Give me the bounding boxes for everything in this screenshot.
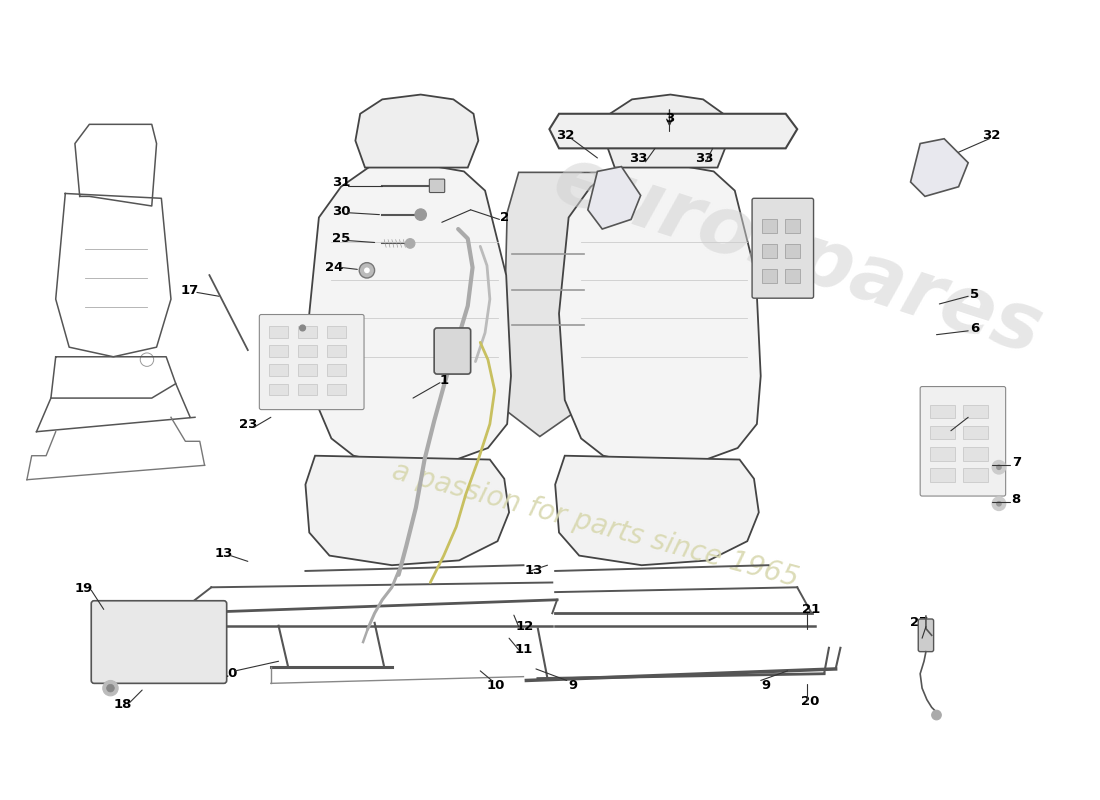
Text: 32: 32 — [982, 130, 1000, 142]
Text: 27: 27 — [910, 616, 928, 630]
Bar — [268, 346, 288, 357]
Bar — [268, 326, 288, 338]
Polygon shape — [559, 162, 761, 466]
Circle shape — [364, 267, 370, 274]
Text: 18: 18 — [113, 698, 132, 711]
Text: 21: 21 — [802, 603, 820, 616]
Text: 13: 13 — [525, 565, 543, 578]
Text: 11: 11 — [515, 643, 532, 656]
Bar — [298, 326, 317, 338]
Polygon shape — [306, 456, 509, 566]
Circle shape — [996, 501, 1002, 506]
Text: 7: 7 — [1012, 456, 1021, 469]
Bar — [298, 384, 317, 395]
Polygon shape — [355, 94, 478, 167]
Text: 9: 9 — [568, 678, 578, 692]
Bar — [327, 384, 345, 395]
Text: 9: 9 — [761, 678, 770, 692]
Text: 33: 33 — [695, 153, 713, 166]
Text: 25: 25 — [332, 232, 350, 245]
Polygon shape — [587, 166, 640, 229]
Bar — [930, 447, 955, 461]
Circle shape — [992, 497, 1005, 510]
Circle shape — [415, 209, 427, 220]
Bar — [930, 405, 955, 418]
FancyBboxPatch shape — [434, 328, 471, 374]
Bar — [930, 426, 955, 439]
Text: 13: 13 — [214, 547, 233, 560]
FancyBboxPatch shape — [918, 619, 934, 652]
Text: 20: 20 — [802, 695, 820, 708]
Bar — [761, 244, 777, 258]
Circle shape — [360, 262, 375, 278]
Bar — [298, 365, 317, 376]
Bar — [298, 346, 317, 357]
Polygon shape — [605, 94, 728, 167]
Polygon shape — [309, 162, 512, 466]
Text: 2: 2 — [499, 211, 509, 224]
FancyBboxPatch shape — [752, 198, 814, 298]
Polygon shape — [549, 114, 798, 148]
Text: 12: 12 — [515, 620, 534, 633]
Text: 6: 6 — [970, 322, 979, 335]
Circle shape — [996, 464, 1002, 470]
Circle shape — [992, 461, 1005, 474]
Circle shape — [102, 681, 118, 696]
Polygon shape — [503, 172, 603, 437]
Circle shape — [405, 238, 415, 248]
Bar — [964, 405, 989, 418]
FancyBboxPatch shape — [91, 601, 227, 683]
Bar — [761, 270, 777, 283]
Text: 30: 30 — [332, 206, 350, 218]
Text: 3: 3 — [664, 112, 674, 125]
FancyBboxPatch shape — [260, 314, 364, 410]
Bar — [268, 384, 288, 395]
Bar — [761, 219, 777, 233]
Text: 1: 1 — [439, 374, 449, 387]
Text: 31: 31 — [332, 177, 350, 190]
Bar — [327, 326, 345, 338]
Text: 10: 10 — [219, 667, 238, 680]
Bar — [964, 426, 989, 439]
FancyBboxPatch shape — [921, 386, 1005, 496]
Bar — [930, 468, 955, 482]
Text: eurospares: eurospares — [543, 140, 1052, 372]
Text: 22: 22 — [962, 408, 981, 421]
Polygon shape — [556, 456, 759, 566]
Text: 33: 33 — [629, 153, 648, 166]
Text: 17: 17 — [182, 284, 199, 297]
Bar — [784, 244, 800, 258]
Bar — [964, 447, 989, 461]
Bar — [784, 270, 800, 283]
Text: 8: 8 — [1012, 494, 1021, 506]
Bar — [268, 365, 288, 376]
Bar — [327, 365, 345, 376]
Circle shape — [107, 684, 114, 692]
Text: a passion for parts since 1965: a passion for parts since 1965 — [389, 457, 802, 593]
Text: 23: 23 — [239, 418, 257, 431]
Text: 24: 24 — [326, 261, 343, 274]
Circle shape — [932, 710, 942, 720]
Circle shape — [299, 325, 306, 331]
Bar — [784, 219, 800, 233]
Text: 5: 5 — [970, 288, 979, 301]
Text: 32: 32 — [556, 130, 574, 142]
Bar — [327, 346, 345, 357]
Text: 19: 19 — [75, 582, 92, 594]
Polygon shape — [911, 138, 968, 196]
Bar — [964, 468, 989, 482]
Text: 10: 10 — [486, 678, 505, 692]
FancyBboxPatch shape — [429, 179, 444, 193]
